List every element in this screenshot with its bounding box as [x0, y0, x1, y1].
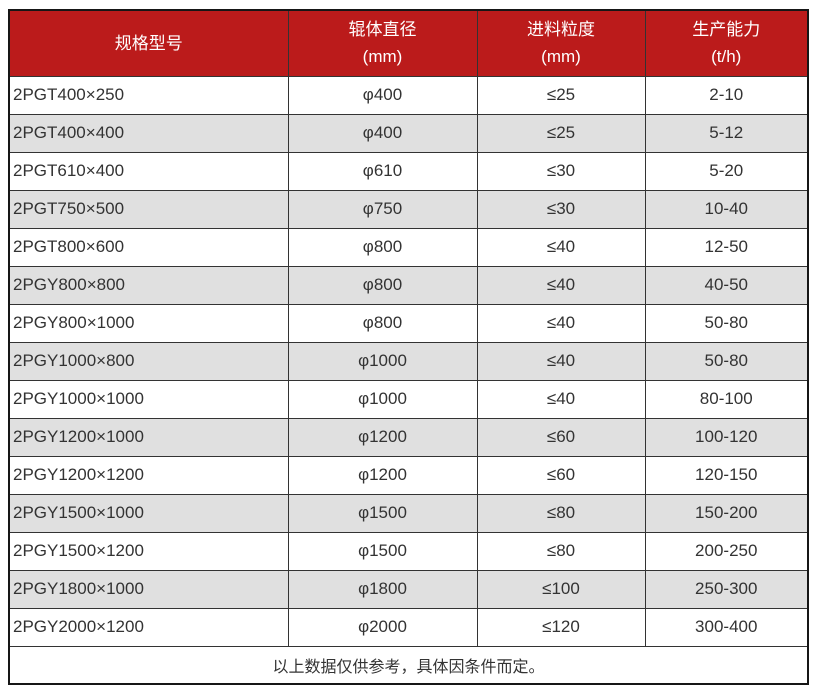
cell-model: 2PGY1800×1000: [8, 569, 289, 609]
table-cell: 120-150: [644, 455, 809, 495]
table-cell: ≤25: [476, 113, 646, 153]
table-cell: 5-20: [644, 151, 809, 191]
cell-model: 2PGT610×400: [8, 151, 289, 191]
table-cell: 250-300: [644, 569, 809, 609]
table-cell: ≤40: [476, 227, 646, 267]
spec-table: 规格型号 辊体直径 (mm) 进料粒度 (mm) 生产能力 (t/h) 2PGT…: [8, 9, 809, 685]
table-row: 2PGT400×250 φ400 ≤25 2-10: [8, 75, 809, 115]
cell-model: 2PGY800×800: [8, 265, 289, 305]
header-unit-feed-size: (mm): [541, 47, 581, 67]
table-cell: φ1000: [287, 341, 478, 381]
header-cell-capacity: 生产能力 (t/h): [644, 9, 809, 77]
table-cell: ≤60: [476, 455, 646, 495]
table-row: 2PGY1500×1000 φ1500 ≤80 150-200: [8, 493, 809, 533]
table-cell: 80-100: [644, 379, 809, 419]
header-cell-feed-size: 进料粒度 (mm): [476, 9, 646, 77]
cell-model: 2PGY1500×1200: [8, 531, 289, 571]
table-row: 2PGY1500×1200 φ1500 ≤80 200-250: [8, 531, 809, 571]
table-cell: 10-40: [644, 189, 809, 229]
cell-model: 2PGY2000×1200: [8, 607, 289, 647]
table-cell: φ1500: [287, 531, 478, 571]
header-label-model: 规格型号: [114, 33, 183, 53]
header-label-feed-size: 进料粒度: [527, 20, 595, 40]
cell-model: 2PGT800×600: [8, 227, 289, 267]
table-cell: ≤30: [476, 189, 646, 229]
cell-model: 2PGY1200×1000: [8, 417, 289, 457]
table-row: 2PGT800×600 φ800 ≤40 12-50: [8, 227, 809, 267]
cell-model: 2PGY800×1000: [8, 303, 289, 343]
cell-model: 2PGY1500×1000: [8, 493, 289, 533]
table-cell: ≤40: [476, 265, 646, 305]
header-unit-capacity: (t/h): [711, 47, 742, 67]
table-cell: 5-12: [644, 113, 809, 153]
table-cell: 100-120: [644, 417, 809, 457]
table-cell: φ800: [287, 303, 478, 343]
table-cell: 300-400: [644, 607, 809, 647]
table-cell: φ1500: [287, 493, 478, 533]
table-cell: φ610: [287, 151, 478, 191]
header-cell-roller-diameter: 辊体直径 (mm): [287, 9, 478, 77]
cell-model: 2PGY1200×1200: [8, 455, 289, 495]
table-row: 2PGY1000×1000 φ1000 ≤40 80-100: [8, 379, 809, 419]
table-cell: ≤120: [476, 607, 646, 647]
table-cell: ≤60: [476, 417, 646, 457]
cell-model: 2PGT400×250: [8, 75, 289, 115]
table-cell: ≤80: [476, 531, 646, 571]
header-unit-roller-diameter: (mm): [362, 47, 403, 67]
table-cell: 150-200: [644, 493, 809, 533]
table-cell: φ2000: [287, 607, 478, 647]
footer-row: 以上数据仅供参考，具体因条件而定。: [8, 645, 809, 685]
table-cell: 12-50: [644, 227, 809, 267]
table-cell: φ400: [287, 75, 478, 115]
table-cell: ≤25: [476, 75, 646, 115]
table-cell: 50-80: [644, 341, 809, 381]
cell-model: 2PGT400×400: [8, 113, 289, 153]
table-row: 2PGY1800×1000 φ1800 ≤100 250-300: [8, 569, 809, 609]
cell-model: 2PGT750×500: [8, 189, 289, 229]
cell-model: 2PGY1000×1000: [8, 379, 289, 419]
table-row: 2PGT750×500 φ750 ≤30 10-40: [8, 189, 809, 229]
table-cell: φ800: [287, 227, 478, 267]
table-cell: 50-80: [644, 303, 809, 343]
table-cell: 200-250: [644, 531, 809, 571]
table-cell: φ800: [287, 265, 478, 305]
table-row: 2PGT610×400 φ610 ≤30 5-20: [8, 151, 809, 191]
table-cell: φ1000: [287, 379, 478, 419]
cell-model: 2PGY1000×800: [8, 341, 289, 381]
table-row: 2PGY1200×1000 φ1200 ≤60 100-120: [8, 417, 809, 457]
header-label-capacity: 生产能力: [692, 20, 761, 40]
header-cell-model: 规格型号: [8, 9, 289, 77]
table-header: 规格型号 辊体直径 (mm) 进料粒度 (mm) 生产能力 (t/h): [8, 9, 809, 77]
footer-note: 以上数据仅供参考，具体因条件而定。: [8, 645, 809, 685]
table-cell: ≤30: [476, 151, 646, 191]
table-row: 2PGY2000×1200 φ2000 ≤120 300-400: [8, 607, 809, 647]
table-cell: ≤40: [476, 379, 646, 419]
table-cell: ≤40: [476, 341, 646, 381]
table-row: 2PGT400×400 φ400 ≤25 5-12: [8, 113, 809, 153]
table-body: 2PGT400×250 φ400 ≤25 2-10 2PGT400×400 φ400 ≤25…: [8, 75, 809, 647]
table-row: 2PGY1000×800 φ1000 ≤40 50-80: [8, 341, 809, 381]
table-cell: ≤80: [476, 493, 646, 533]
table-row: 2PGY800×1000 φ800 ≤40 50-80: [8, 303, 809, 343]
table-row: 2PGY800×800 φ800 ≤40 40-50: [8, 265, 809, 305]
table-cell: φ750: [287, 189, 478, 229]
table-footer: 以上数据仅供参考，具体因条件而定。: [8, 645, 809, 685]
table-cell: 40-50: [644, 265, 809, 305]
table-cell: φ1800: [287, 569, 478, 609]
table-cell: ≤100: [476, 569, 646, 609]
table-cell: ≤40: [476, 303, 646, 343]
table-cell: 2-10: [644, 75, 809, 115]
table-cell: φ1200: [287, 417, 478, 457]
table-cell: φ1200: [287, 455, 478, 495]
table-cell: φ400: [287, 113, 478, 153]
header-label-roller-diameter: 辊体直径: [348, 20, 417, 40]
header-row: 规格型号 辊体直径 (mm) 进料粒度 (mm) 生产能力 (t/h): [8, 9, 809, 77]
table-row: 2PGY1200×1200 φ1200 ≤60 120-150: [8, 455, 809, 495]
